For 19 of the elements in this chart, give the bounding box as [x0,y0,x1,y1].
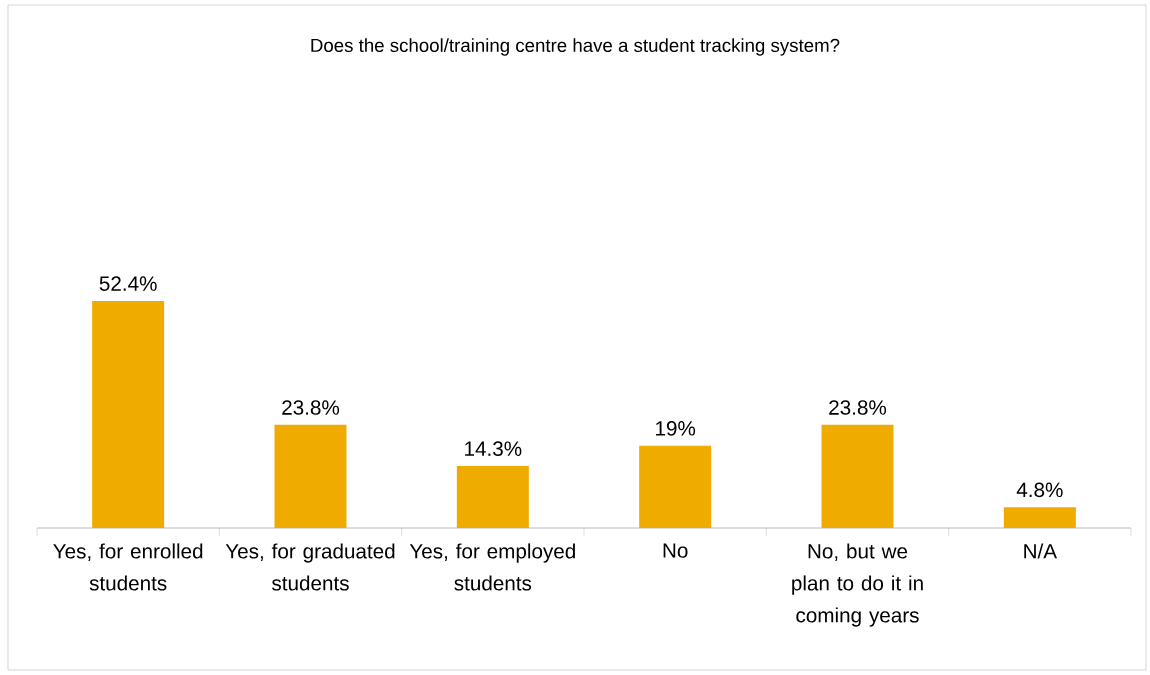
data-label: 4.8% [1016,482,1063,498]
x-tick-label: N/A [1024,543,1058,559]
chart-title: Does the school/training centre have a student tracking system? [311,38,840,56]
bar [456,466,529,528]
bar [92,300,165,528]
x-tick-label: No, but we plan to do it in coming years [792,543,923,627]
bar [639,445,712,528]
bar [1003,507,1076,528]
bar [821,424,894,528]
data-label: 23.8% [282,400,340,415]
data-label: 14.3% [465,441,522,456]
x-tick-label: Yes, for employed students [409,543,575,591]
x-tick-label: Yes, for graduated students [225,543,395,591]
x-tick-label: Yes, for enrolled students [53,543,203,591]
x-tick-label: No [663,543,688,558]
bar [274,424,347,528]
data-label: 52.4% [99,276,157,291]
data-label: 19% [656,421,696,436]
data-label: 23.8% [829,400,887,415]
